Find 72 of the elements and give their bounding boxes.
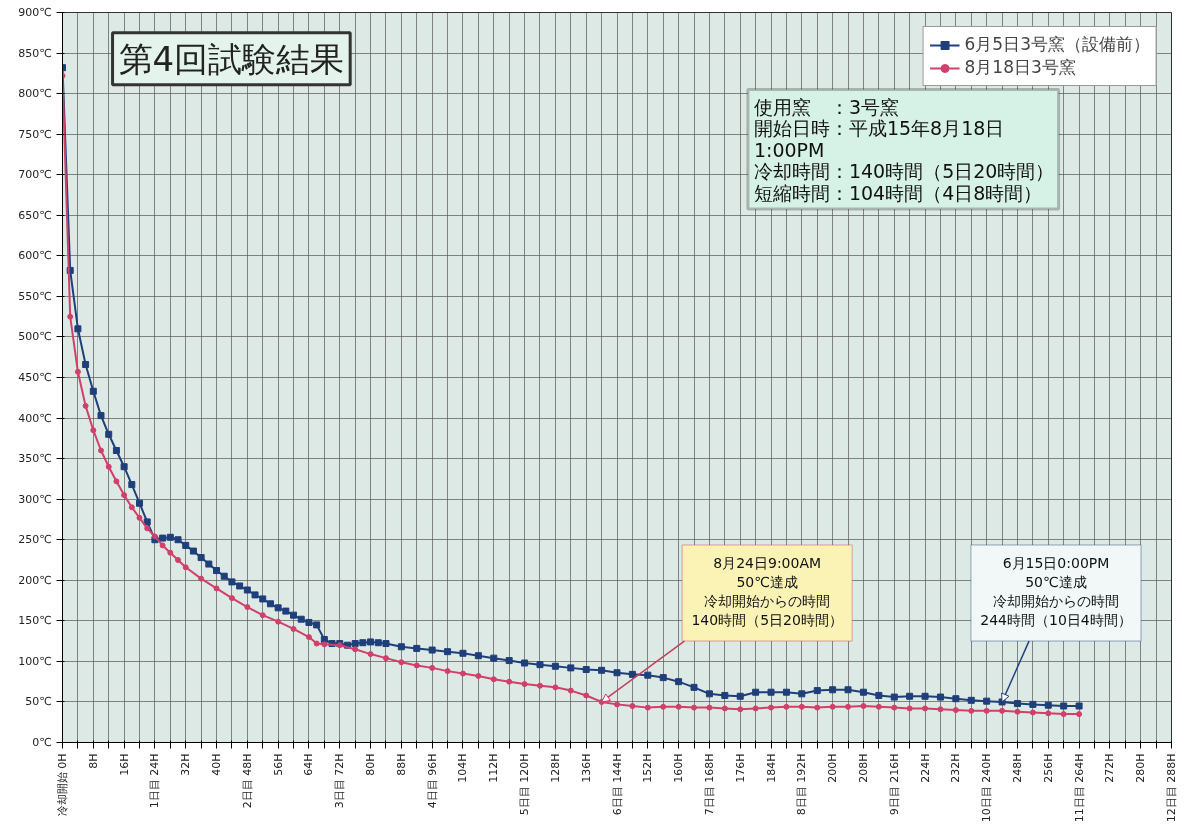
x-tick-label: 8H — [86, 753, 100, 769]
text: 第4回試験結果 — [118, 38, 345, 79]
y-tick-label: 400℃ — [18, 411, 52, 425]
y-tick-label: 900℃ — [18, 6, 52, 19]
y-tick-label: 50℃ — [25, 695, 52, 709]
x-tick-label: 248H — [1010, 753, 1024, 783]
x-tick-label: 3日目 72H — [333, 753, 347, 809]
x-tick-label: 136H — [579, 753, 593, 783]
y-tick-label: 450℃ — [18, 371, 52, 384]
y-tick-label: 850℃ — [18, 46, 52, 60]
x-tick-label: 88H — [394, 753, 408, 776]
x-tick-label: 2日目 48H — [240, 753, 254, 809]
x-tick-label: 160H — [672, 753, 686, 783]
x-tick-label: 80H — [364, 753, 378, 776]
y-tick-label: 150℃ — [18, 614, 52, 628]
y-tick-label: 100℃ — [18, 654, 52, 668]
x-tick-label: 176H — [733, 753, 747, 783]
annotation: 8月24日9:00AM — [713, 555, 822, 572]
x-tick-label: 200H — [826, 753, 840, 783]
y-tick-label: 300℃ — [18, 492, 52, 506]
x-tick-label: 12日目 288H — [1165, 753, 1178, 823]
y-tick-label: 750℃ — [18, 127, 52, 141]
y-tick-label: 650℃ — [18, 208, 52, 222]
annotation: 冷却時間：140時間（5日20時間） — [753, 160, 1055, 183]
x-tick-label: 112H — [487, 753, 501, 783]
y-tick-label: 350℃ — [18, 452, 52, 466]
x-tick-label: 152H — [641, 753, 655, 783]
x-tick-label: 1日目 24H — [148, 753, 162, 809]
annotation: 244時間（10日4時間） — [980, 612, 1132, 629]
x-tick-label: 184H — [764, 753, 778, 783]
annotation: 冷却開始からの時間 — [992, 593, 1119, 610]
x-tick-label: 40H — [210, 753, 224, 776]
y-tick-label: 200℃ — [18, 573, 52, 587]
y-tick-label: 550℃ — [18, 289, 52, 303]
x-tick-label: 232H — [949, 753, 963, 783]
y-tick-label: 500℃ — [18, 330, 52, 344]
annotation: 140時間（5日20時間） — [691, 612, 843, 629]
x-tick-label: 224H — [918, 753, 932, 783]
x-tick-label: 6日目 144H — [610, 753, 624, 816]
x-tick-label: 56H — [271, 753, 285, 776]
legend-label: 8月18日3号窯 — [964, 56, 1076, 79]
y-tick-label: 700℃ — [18, 168, 52, 182]
annotation: 短縮時間：104時間（4日8時間） — [753, 181, 1043, 204]
annotation: 6月15日0:00PM — [1002, 555, 1110, 572]
annotation: 1:00PM — [753, 138, 825, 161]
x-tick-label: 280H — [1134, 753, 1148, 783]
x-tick-label: 11日目 264H — [1072, 753, 1086, 823]
y-tick-label: 800℃ — [18, 87, 52, 101]
legend-label: 6月5日3号窯（設備前） — [964, 33, 1150, 56]
annotation: 開始日時：平成15年8月18日 — [753, 117, 1005, 140]
y-tick-label: 0℃ — [32, 736, 52, 749]
x-tick-label: 4日目 96H — [425, 753, 439, 809]
x-tick-label: 16H — [117, 753, 131, 776]
y-tick-label: 250℃ — [18, 533, 52, 547]
x-tick-label: 208H — [856, 753, 870, 783]
x-tick-label: 104H — [456, 753, 470, 783]
x-tick-label: 64H — [302, 753, 316, 776]
x-tick-label: 272H — [1103, 753, 1117, 783]
y-tick-label: 600℃ — [18, 249, 52, 263]
x-tick-label: 10日目 240H — [980, 753, 994, 823]
x-tick-label: 9日目 216H — [887, 753, 901, 816]
x-tick-label: 8日目 192H — [795, 753, 809, 816]
annotation: 50℃達成 — [1025, 574, 1087, 591]
x-tick-label: 256H — [1041, 753, 1055, 783]
annotation: 冷却開始からの時間 — [704, 593, 831, 610]
annotation: 50℃達成 — [736, 574, 798, 591]
x-tick-label: 32H — [179, 753, 193, 776]
x-tick-label: 128H — [548, 753, 562, 783]
annotation: 使用窯 ：3号窯 — [753, 95, 900, 118]
x-tick-label: 7日目 168H — [702, 753, 716, 816]
x-tick-label: 5日目 120H — [518, 753, 532, 816]
x-tick-label: 冷却開始 0H — [56, 753, 69, 817]
